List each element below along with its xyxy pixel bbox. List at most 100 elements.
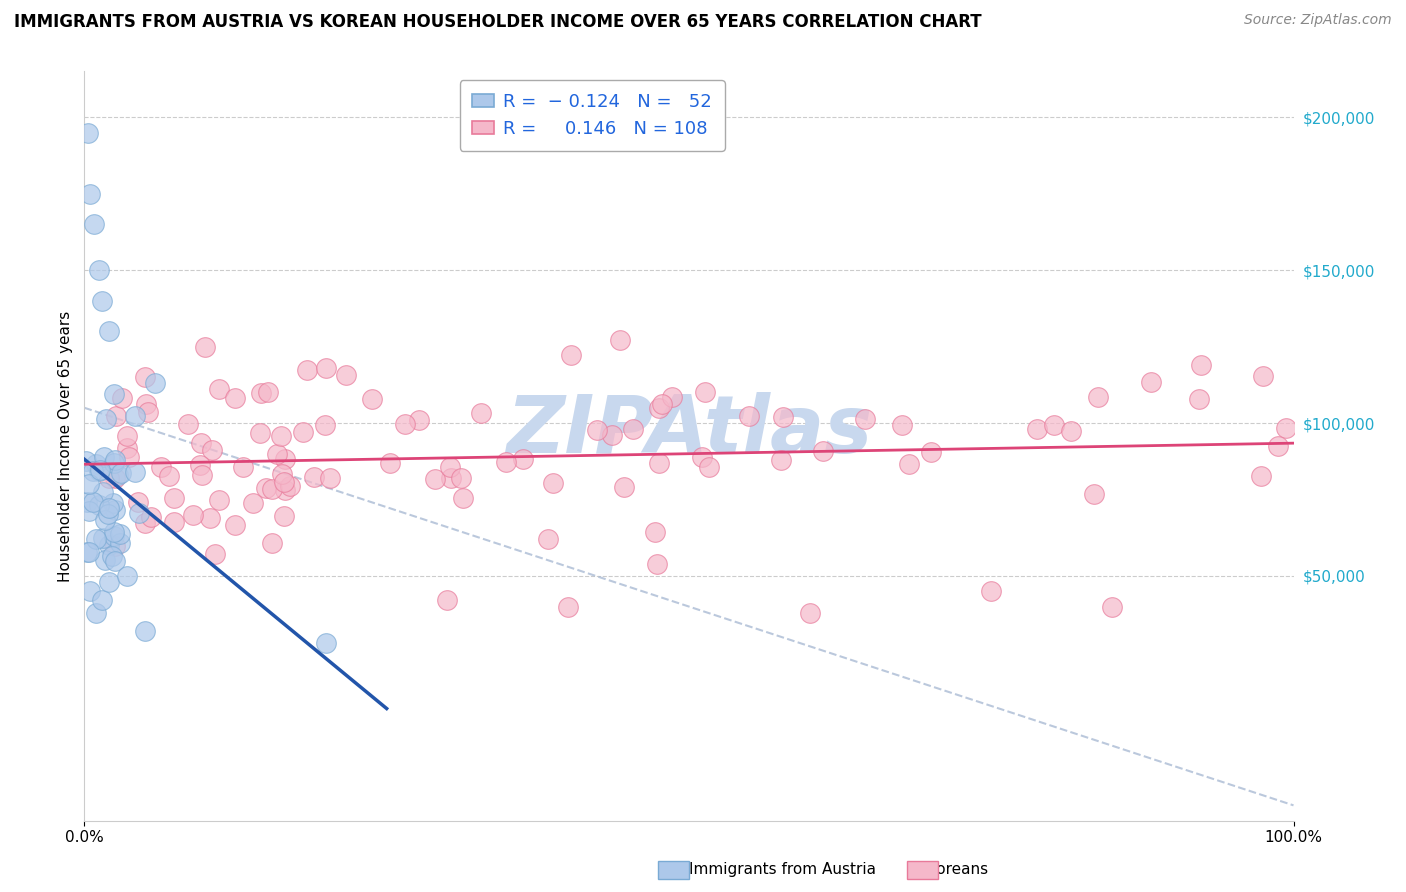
- Point: [600, 428, 623, 442]
- Point: [772, 410, 794, 425]
- Point: [128, 506, 150, 520]
- Point: [86, 606, 108, 620]
- Point: [512, 452, 534, 467]
- Point: [104, 453, 127, 467]
- Point: [87, 263, 110, 277]
- Point: [613, 480, 636, 494]
- Point: [249, 425, 271, 440]
- Point: [439, 459, 461, 474]
- Point: [115, 428, 138, 442]
- Point: [79, 584, 101, 599]
- Point: [104, 471, 127, 485]
- Point: [110, 466, 132, 480]
- Point: [79, 186, 101, 201]
- Point: [208, 493, 231, 508]
- Point: [134, 370, 156, 384]
- Point: [813, 444, 835, 458]
- Point: [980, 584, 1002, 599]
- Point: [94, 513, 117, 527]
- Y-axis label: Householder Income Over 65 years: Householder Income Over 65 years: [58, 310, 73, 582]
- Point: [136, 404, 159, 418]
- Point: [537, 532, 560, 546]
- Point: [103, 502, 125, 516]
- Point: [302, 470, 325, 484]
- Point: [1251, 369, 1274, 384]
- Point: [1189, 358, 1212, 372]
- Point: [335, 368, 357, 382]
- Point: [135, 397, 157, 411]
- Point: [110, 535, 132, 549]
- Point: [124, 465, 146, 479]
- Point: [77, 477, 100, 491]
- Point: [157, 468, 180, 483]
- Point: [204, 547, 226, 561]
- Point: [145, 376, 167, 390]
- Point: [585, 424, 607, 438]
- Point: [450, 470, 472, 484]
- Point: [104, 554, 127, 568]
- Point: [1101, 599, 1123, 614]
- Point: [647, 456, 669, 470]
- Point: [690, 450, 713, 464]
- Point: [295, 363, 318, 377]
- Point: [94, 412, 117, 426]
- Point: [134, 516, 156, 530]
- Point: [242, 495, 264, 509]
- Point: [271, 467, 294, 481]
- Point: [557, 599, 579, 614]
- Point: [77, 545, 100, 559]
- Point: [266, 447, 288, 461]
- Point: [292, 425, 315, 440]
- Point: [232, 460, 254, 475]
- Point: [621, 421, 644, 435]
- Text: Immigrants from Austria: Immigrants from Austria: [689, 863, 876, 877]
- Point: [799, 606, 821, 620]
- Point: [188, 458, 211, 473]
- Point: [89, 462, 111, 476]
- Point: [91, 293, 114, 308]
- Point: [609, 333, 631, 347]
- Point: [82, 495, 104, 509]
- Point: [1275, 421, 1298, 435]
- Point: [644, 524, 666, 539]
- Point: [198, 510, 221, 524]
- Point: [87, 498, 110, 512]
- Point: [103, 528, 125, 542]
- Point: [139, 509, 162, 524]
- Point: [360, 392, 382, 406]
- Point: [254, 481, 277, 495]
- Point: [1059, 424, 1081, 438]
- Point: [103, 525, 125, 540]
- Point: [495, 454, 517, 468]
- Point: [378, 456, 401, 470]
- Point: [270, 429, 292, 443]
- Point: [149, 460, 172, 475]
- Point: [423, 473, 446, 487]
- Point: [84, 532, 107, 546]
- Point: [93, 450, 115, 464]
- Text: Source: ZipAtlas.com: Source: ZipAtlas.com: [1244, 13, 1392, 28]
- Text: IMMIGRANTS FROM AUSTRIA VS KOREAN HOUSEHOLDER INCOME OVER 65 YEARS CORRELATION C: IMMIGRANTS FROM AUSTRIA VS KOREAN HOUSEH…: [14, 13, 981, 31]
- Point: [163, 491, 186, 505]
- Point: [76, 545, 98, 559]
- Point: [103, 456, 125, 470]
- Point: [181, 508, 204, 523]
- Point: [314, 418, 336, 433]
- Point: [104, 539, 127, 553]
- Text: ZIPAtlas: ZIPAtlas: [506, 392, 872, 470]
- Point: [194, 340, 217, 354]
- Point: [91, 485, 114, 500]
- Point: [1083, 487, 1105, 501]
- Point: [697, 460, 720, 475]
- Point: [91, 531, 114, 545]
- Point: [408, 413, 430, 427]
- Point: [274, 452, 297, 467]
- Point: [737, 409, 759, 424]
- Point: [273, 475, 295, 489]
- Point: [274, 483, 297, 497]
- Point: [260, 536, 283, 550]
- Point: [891, 417, 914, 432]
- Point: [319, 471, 342, 485]
- Point: [645, 557, 668, 571]
- Point: [440, 471, 463, 485]
